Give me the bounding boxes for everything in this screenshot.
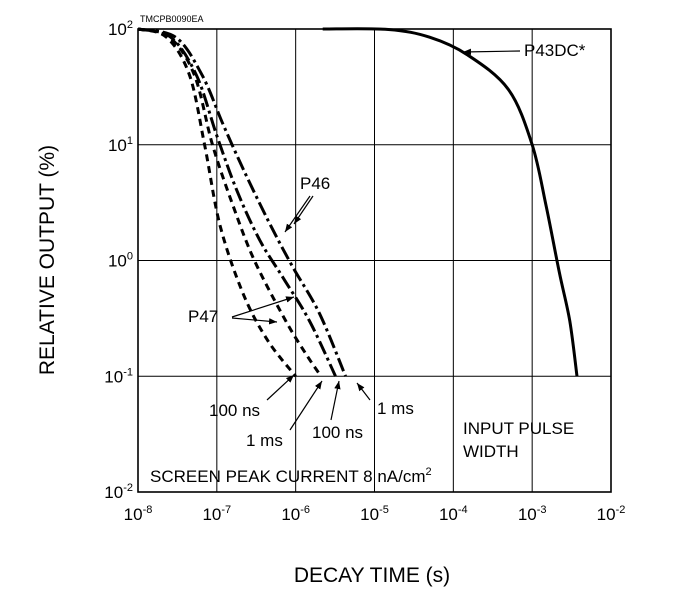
x-tick-labels: 10-8 10-7 10-6 10-5 10-4 10-3 10-2 (124, 504, 626, 524)
label-p46-1ms: 1 ms (377, 399, 414, 418)
label-screen-current: SCREEN PEAK CURRENT 8 nA/cm2 (150, 466, 432, 486)
series-p46-1ms (137, 27, 347, 377)
y-tick-label: 102 (108, 19, 133, 39)
series-p47-100ns (137, 27, 297, 378)
label-input-pulse: INPUT PULSE (463, 419, 574, 438)
y-tick-label: 10-2 (104, 482, 133, 502)
y-tick-label-base: 10 (104, 367, 123, 386)
x-tick-label-base: 10 (439, 505, 458, 524)
plot-frame (137, 28, 612, 493)
series-p43dc (322, 27, 579, 377)
y-tick-label-exp: 2 (127, 19, 133, 31)
x-tick-label: 10-4 (439, 504, 468, 524)
x-tick-label: 10-2 (597, 504, 626, 524)
x-tick-label-exp: -4 (458, 504, 468, 516)
leader-p46-100ns (330, 380, 341, 421)
x-tick-label-base: 10 (360, 505, 379, 524)
y-tick-label: 10-1 (104, 366, 133, 386)
y-tick-label-exp: -2 (123, 482, 133, 494)
screen-current-main: SCREEN PEAK CURRENT 8 nA/cm (150, 467, 426, 486)
y-tick-label: 100 (108, 251, 133, 271)
x-tick-label: 10-5 (360, 504, 389, 524)
series-p46-100ns (137, 27, 337, 377)
x-tick-label-exp: -6 (300, 504, 310, 516)
grid-lines (138, 29, 611, 492)
leader-p46-1ms (356, 382, 371, 401)
x-tick-label-base: 10 (518, 505, 537, 524)
y-tick-label-base: 10 (108, 20, 127, 39)
x-tick-label: 10-3 (518, 504, 547, 524)
y-tick-label-exp: 1 (127, 135, 133, 147)
x-tick-label-base: 10 (124, 505, 143, 524)
y-tick-label: 101 (108, 135, 133, 155)
leader-p47-1ms (289, 380, 323, 431)
x-tick-label: 10-7 (202, 504, 231, 524)
x-tick-label-exp: -5 (379, 504, 389, 516)
x-tick-label-exp: -2 (616, 504, 626, 516)
x-tick-label: 10-6 (281, 504, 310, 524)
y-tick-label-exp: -1 (123, 366, 133, 378)
y-tick-label-base: 10 (108, 136, 127, 155)
x-tick-label-exp: -8 (143, 504, 153, 516)
leader-p47-100ns (266, 374, 295, 401)
figure-code: TMCPB0090EA (140, 14, 204, 24)
label-p43dc: P43DC* (524, 41, 586, 60)
leader-p47-b (231, 317, 278, 325)
label-p46-100ns: 100 ns (312, 423, 363, 442)
label-p47-1ms: 1 ms (246, 431, 283, 450)
leader-p46-b (293, 195, 314, 225)
x-tick-label-base: 10 (281, 505, 300, 524)
y-axis-title: RELATIVE OUTPUT (%) (36, 145, 59, 375)
y-tick-label-base: 10 (108, 252, 127, 271)
annotation-leaders (231, 48, 521, 431)
leader-p47-a (231, 296, 295, 318)
y-tick-label-base: 10 (104, 483, 123, 502)
series-p47-1ms (137, 27, 323, 378)
leader-p43dc (462, 48, 521, 56)
label-p46: P46 (300, 174, 330, 193)
series-group (137, 27, 579, 378)
x-tick-label-base: 10 (597, 505, 616, 524)
label-p47-100ns: 100 ns (209, 401, 260, 420)
x-tick-label-exp: -7 (221, 504, 231, 516)
y-tick-label-exp: 0 (127, 251, 133, 263)
label-width: WIDTH (463, 442, 519, 461)
x-tick-label: 10-8 (124, 504, 153, 524)
x-tick-label-base: 10 (202, 505, 221, 524)
x-tick-label-exp: -3 (537, 504, 547, 516)
label-p47: P47 (188, 307, 218, 326)
screen-current-superscript: 2 (426, 466, 432, 478)
leader-p46-a (284, 195, 311, 233)
x-axis-title: DECAY TIME (s) (294, 564, 450, 587)
